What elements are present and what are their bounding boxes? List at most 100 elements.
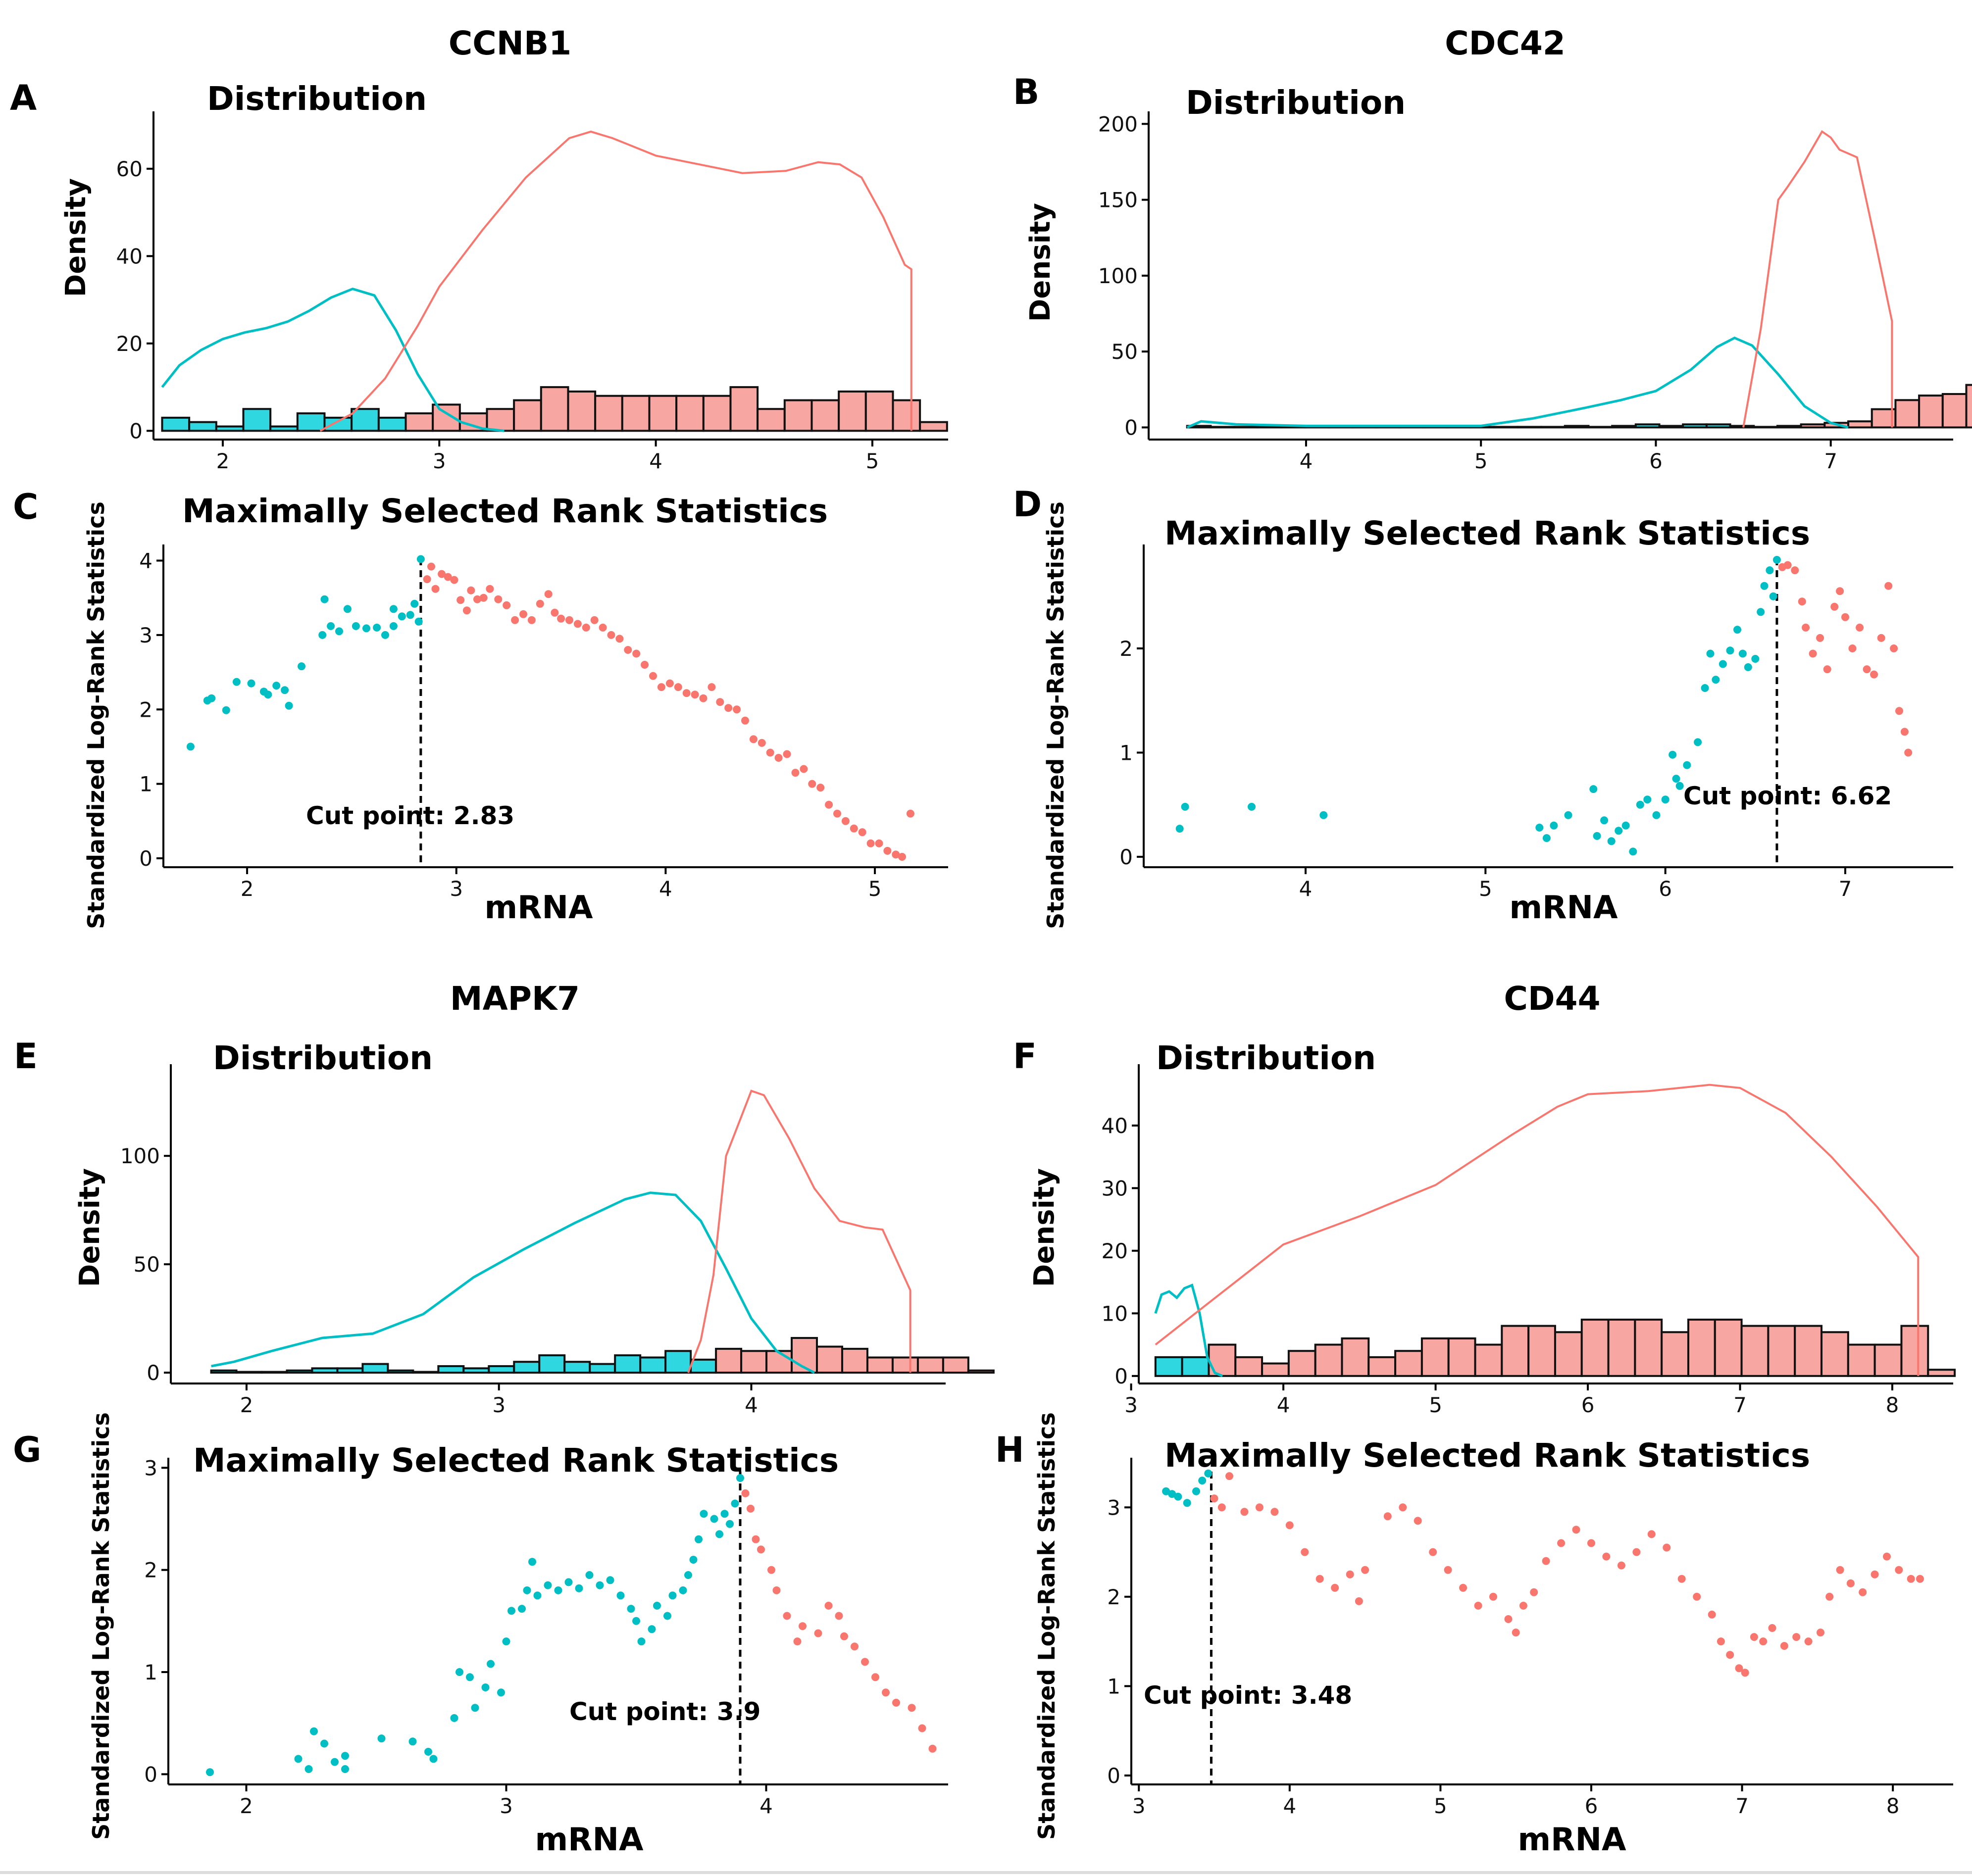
histogram-bar-high (1341, 1337, 1370, 1377)
x-tick-label: 4 (745, 1393, 758, 1417)
data-point-high (444, 573, 452, 581)
histogram-bar-high (791, 1337, 818, 1374)
gene-title-ccnb1: CCNB1 (449, 24, 571, 62)
data-point-high (1399, 1503, 1407, 1512)
panel-letter: F (1013, 1036, 1037, 1077)
data-point-low (564, 1578, 573, 1586)
panel-a-distribution-ccnb1: A Distribution Density 2 3 4 5 0 20 40 60 (10, 78, 948, 473)
histogram-bar-high (1918, 395, 1944, 429)
data-point-low (272, 682, 281, 690)
data-point-low (653, 1601, 661, 1610)
data-point-low (1672, 775, 1680, 783)
density-curve-low (161, 287, 505, 432)
histogram-bar-low (690, 1358, 717, 1374)
density-curve-low (1186, 336, 1849, 429)
histogram-bar-high (1394, 1350, 1423, 1377)
y-tick-label: 3 (1107, 1495, 1120, 1520)
data-point-high (536, 599, 544, 608)
histogram-bar-low (387, 1369, 414, 1374)
panel-letter: E (14, 1036, 38, 1077)
histogram-bar-high (648, 395, 678, 432)
data-point-low (1162, 1487, 1170, 1495)
histogram-bar-low (437, 1365, 465, 1374)
histogram-bar-high (1900, 1325, 1929, 1377)
data-point-high (1444, 1566, 1452, 1574)
panel-c-rank-statistics-ccnb1: C Maximally Selected Rank Statistics Stand… (13, 487, 948, 929)
data-point-high (716, 698, 724, 706)
y-tick-label: 30 (1102, 1176, 1128, 1200)
data-point-low (668, 1591, 677, 1600)
data-point-high (682, 689, 691, 697)
x-tick-label: 2 (240, 1393, 253, 1417)
x-tick-label: 4 (1299, 877, 1313, 901)
y-tick-label: 200 (1098, 112, 1138, 136)
data-point-high (1474, 1601, 1482, 1610)
data-point-high (641, 661, 649, 669)
data-point-low (585, 1571, 594, 1579)
x-tick-label: 5 (868, 877, 882, 901)
y-tick-label: 0 (147, 1361, 160, 1385)
plot-title: Maximally Selected Rank Statistics (182, 492, 828, 530)
plot-title: Distribution (1156, 1039, 1376, 1077)
data-point-high (503, 601, 511, 609)
x-tick-label: 2 (240, 1794, 253, 1818)
data-point-low (502, 1637, 510, 1646)
data-point-high (1884, 582, 1893, 590)
histogram-bar-high (967, 1369, 995, 1374)
data-point-high (825, 800, 833, 809)
histogram-bar-high (892, 399, 921, 432)
data-point-low (408, 1737, 417, 1746)
histogram-bar-low (377, 416, 407, 432)
y-tick-label: 150 (1098, 188, 1138, 212)
data-point-high (462, 606, 471, 615)
data-point-high (1519, 1601, 1527, 1610)
data-point-high (582, 623, 590, 632)
data-point-high (752, 1535, 760, 1543)
data-point-low (331, 1758, 339, 1766)
x-tick-label: 6 (1581, 1393, 1595, 1417)
data-point-low (1661, 795, 1669, 804)
data-point-high (1904, 748, 1913, 757)
y-axis-label: Standardized Log-Rank Statistics (83, 501, 109, 929)
data-point-high (1530, 1588, 1538, 1596)
histogram-bar-low (1634, 423, 1661, 429)
data-point-high (599, 623, 607, 632)
x-axis-label: mRNA (1517, 1822, 1626, 1858)
data-point-high (565, 616, 573, 624)
data-point-low (471, 1704, 479, 1712)
data-point-low (327, 622, 335, 630)
panel-g-rank-statistics-mapk7: G Maximally Selected Rank Statistics Stand… (13, 1412, 948, 1858)
data-point-high (1677, 1575, 1686, 1583)
histogram-bar-high (740, 1350, 768, 1374)
histogram-bar-low (1611, 425, 1637, 429)
x-tick-label: 5 (1479, 877, 1492, 901)
histogram-bar-high (540, 386, 569, 432)
data-point-high (892, 1698, 900, 1707)
histogram-bar-high (513, 399, 542, 432)
cutpoint-label: Cut point: 2.83 (306, 801, 514, 830)
x-tick-label: 2 (241, 877, 254, 901)
data-point-high (908, 1704, 916, 1712)
histogram-bar-high (621, 395, 651, 432)
cutpoint-label: Cut point: 6.62 (1683, 782, 1892, 810)
gene-title-mapk7: MAPK7 (450, 980, 580, 1018)
x-tick-label: 3 (1132, 1794, 1146, 1818)
histogram-bar-low (1729, 425, 1755, 429)
histogram-bar-high (891, 1356, 919, 1374)
histogram-bar-high (1767, 1325, 1796, 1377)
x-tick-label: 2 (216, 449, 230, 473)
data-point-low (232, 678, 241, 686)
data-point-low (679, 1586, 687, 1594)
histogram-bar-high (1794, 1325, 1823, 1377)
data-point-high (758, 739, 766, 747)
data-point-low (684, 1571, 692, 1579)
data-point-high (486, 585, 494, 593)
data-point-high (733, 705, 741, 714)
data-point-high (918, 1724, 926, 1732)
histogram-bar-low (1564, 425, 1590, 429)
data-point-low (1600, 816, 1609, 825)
data-point-high (1836, 1566, 1844, 1574)
data-point-high (1825, 1592, 1834, 1601)
data-point-high (456, 596, 465, 604)
histogram-bar-low (664, 1350, 692, 1374)
